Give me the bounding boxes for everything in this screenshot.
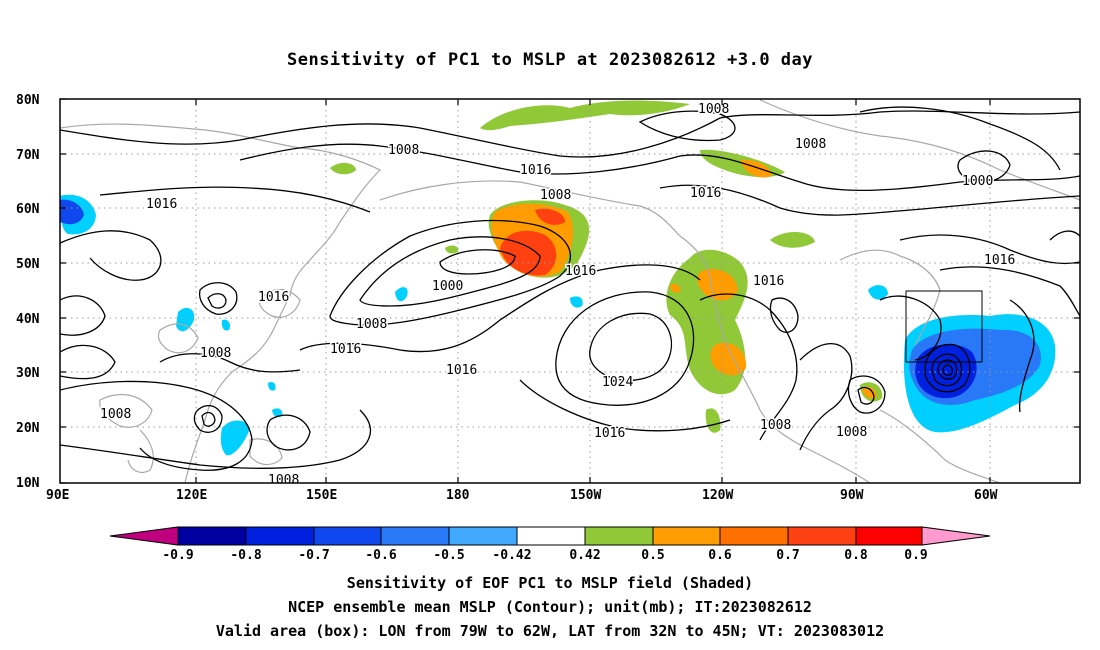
shade-positive-strong [670, 283, 681, 293]
contour-labels: 1008 1008 1008 1016 1016 1008 1016 1000 … [99, 101, 1017, 488]
contour-label: 1016 [565, 264, 596, 279]
colorbar-label: -0.9 [162, 548, 193, 563]
colorbar-label: 0.5 [641, 548, 664, 563]
contour-label: 1008 [200, 346, 231, 361]
caption-line-2: NCEP ensemble mean MSLP (Contour); unit(… [288, 598, 812, 616]
lon-label: 150W [570, 488, 601, 503]
colorbar-swatch [245, 526, 315, 546]
colorbar-high-end [921, 526, 991, 546]
shade-positive-strong [535, 208, 565, 225]
contour-label: 1008 [268, 473, 299, 488]
contour-label: 1016 [984, 253, 1015, 268]
shade-positive-strong [697, 269, 738, 301]
lon-label: 120E [176, 488, 207, 503]
colorbar-swatch [380, 526, 450, 546]
contour-label: 1016 [258, 290, 289, 305]
colorbar-swatch [584, 526, 654, 546]
coastlines [60, 99, 1080, 483]
lon-label: 60W [974, 488, 998, 503]
colorbar-swatch [448, 526, 518, 546]
lat-label: 60N [16, 202, 40, 217]
shade-negative [272, 408, 283, 418]
lat-label: 50N [16, 257, 40, 272]
contour-label: 1016 [594, 426, 625, 441]
lat-label: 30N [16, 366, 40, 381]
colorbar-swatch [787, 526, 857, 546]
lon-label: 180 [446, 488, 470, 503]
axis-ticks [60, 98, 1080, 484]
valid-area-box [905, 290, 983, 363]
colorbar-low-end [109, 526, 179, 546]
colorbar-swatch [652, 526, 721, 546]
colorbar-swatch [516, 526, 586, 546]
colorbar-label: -0.42 [492, 548, 531, 563]
shade-negative [221, 319, 231, 331]
contour-label: 1008 [388, 143, 419, 158]
colorbar-label: 0.9 [904, 548, 927, 563]
contour-label: 1000 [962, 174, 993, 189]
contour-label: 1016 [753, 274, 784, 289]
lon-labels: 90E 120E 150E 180 150W 120W 90W 60W [46, 488, 998, 503]
contour-label: 1016 [520, 163, 551, 178]
colorbar-labels: -0.9 -0.8 -0.7 -0.6 -0.5 -0.42 0.42 0.5 … [162, 548, 927, 563]
lat-lon-grid [60, 99, 1080, 483]
contour-label: 1008 [100, 407, 131, 422]
contour-label: 1008 [540, 188, 571, 203]
lat-label: 40N [16, 312, 40, 327]
lon-label: 90E [46, 488, 69, 503]
contour-label: 1024 [602, 375, 633, 390]
contour-label: 1008 [760, 418, 791, 433]
colorbar-swatch [719, 526, 789, 546]
contour-label: 1000 [432, 279, 463, 294]
colorbar-swatch [177, 526, 247, 546]
shade-positive [330, 162, 356, 175]
shade-negative [176, 307, 195, 332]
plot-frame [59, 98, 1081, 484]
contour-label: 1016 [146, 197, 177, 212]
colorbar-label: -0.8 [230, 548, 261, 563]
colorbar-label: 0.8 [844, 548, 868, 563]
page-title: Sensitivity of PC1 to MSLP at 2023082612… [286, 50, 813, 70]
contour-label: 1008 [836, 425, 867, 440]
lat-label: 80N [16, 93, 40, 108]
contour-label: 1016 [690, 186, 721, 201]
shade-negative [570, 296, 583, 308]
shade-negative [395, 287, 408, 302]
colorbar-swatch [313, 526, 382, 546]
colorbar-label: 0.42 [569, 548, 600, 563]
shade-negative [220, 420, 250, 456]
shade-negative [60, 199, 84, 225]
shade-positive [770, 231, 815, 248]
lat-label: 10N [16, 476, 40, 491]
shade-positive-strong [862, 386, 877, 399]
contour-label: 1008 [356, 317, 387, 332]
colorbar-label: 0.6 [708, 548, 732, 563]
shade-negative [268, 381, 276, 391]
lat-labels: 80N 70N 60N 50N 40N 30N 20N 10N [16, 93, 40, 491]
colorbar [109, 526, 991, 546]
lon-label: 90W [840, 488, 864, 503]
caption-line-3: Valid area (box): LON from 79W to 62W, L… [215, 622, 885, 640]
shade-negative [868, 285, 888, 300]
contour-label: 1016 [330, 342, 361, 357]
lon-label: 150E [306, 488, 337, 503]
shade-positive [480, 100, 690, 131]
lat-label: 20N [16, 421, 40, 436]
lat-label: 70N [16, 148, 40, 163]
lon-label: 120W [702, 488, 733, 503]
colorbar-label: -0.7 [298, 548, 329, 563]
shade-positive [445, 245, 459, 254]
mslp-contours [60, 106, 1080, 471]
contour-label: 1016 [446, 363, 477, 378]
colorbar-label: -0.6 [365, 548, 396, 563]
caption-line-1: Sensitivity of EOF PC1 to MSLP field (Sh… [346, 574, 754, 592]
contour-label: 1008 [698, 102, 729, 117]
colorbar-label: -0.5 [433, 548, 464, 563]
colorbar-swatch [855, 526, 923, 546]
colorbar-label: 0.7 [776, 548, 799, 563]
contour-label: 1008 [795, 137, 826, 152]
shade-positive [705, 408, 721, 433]
